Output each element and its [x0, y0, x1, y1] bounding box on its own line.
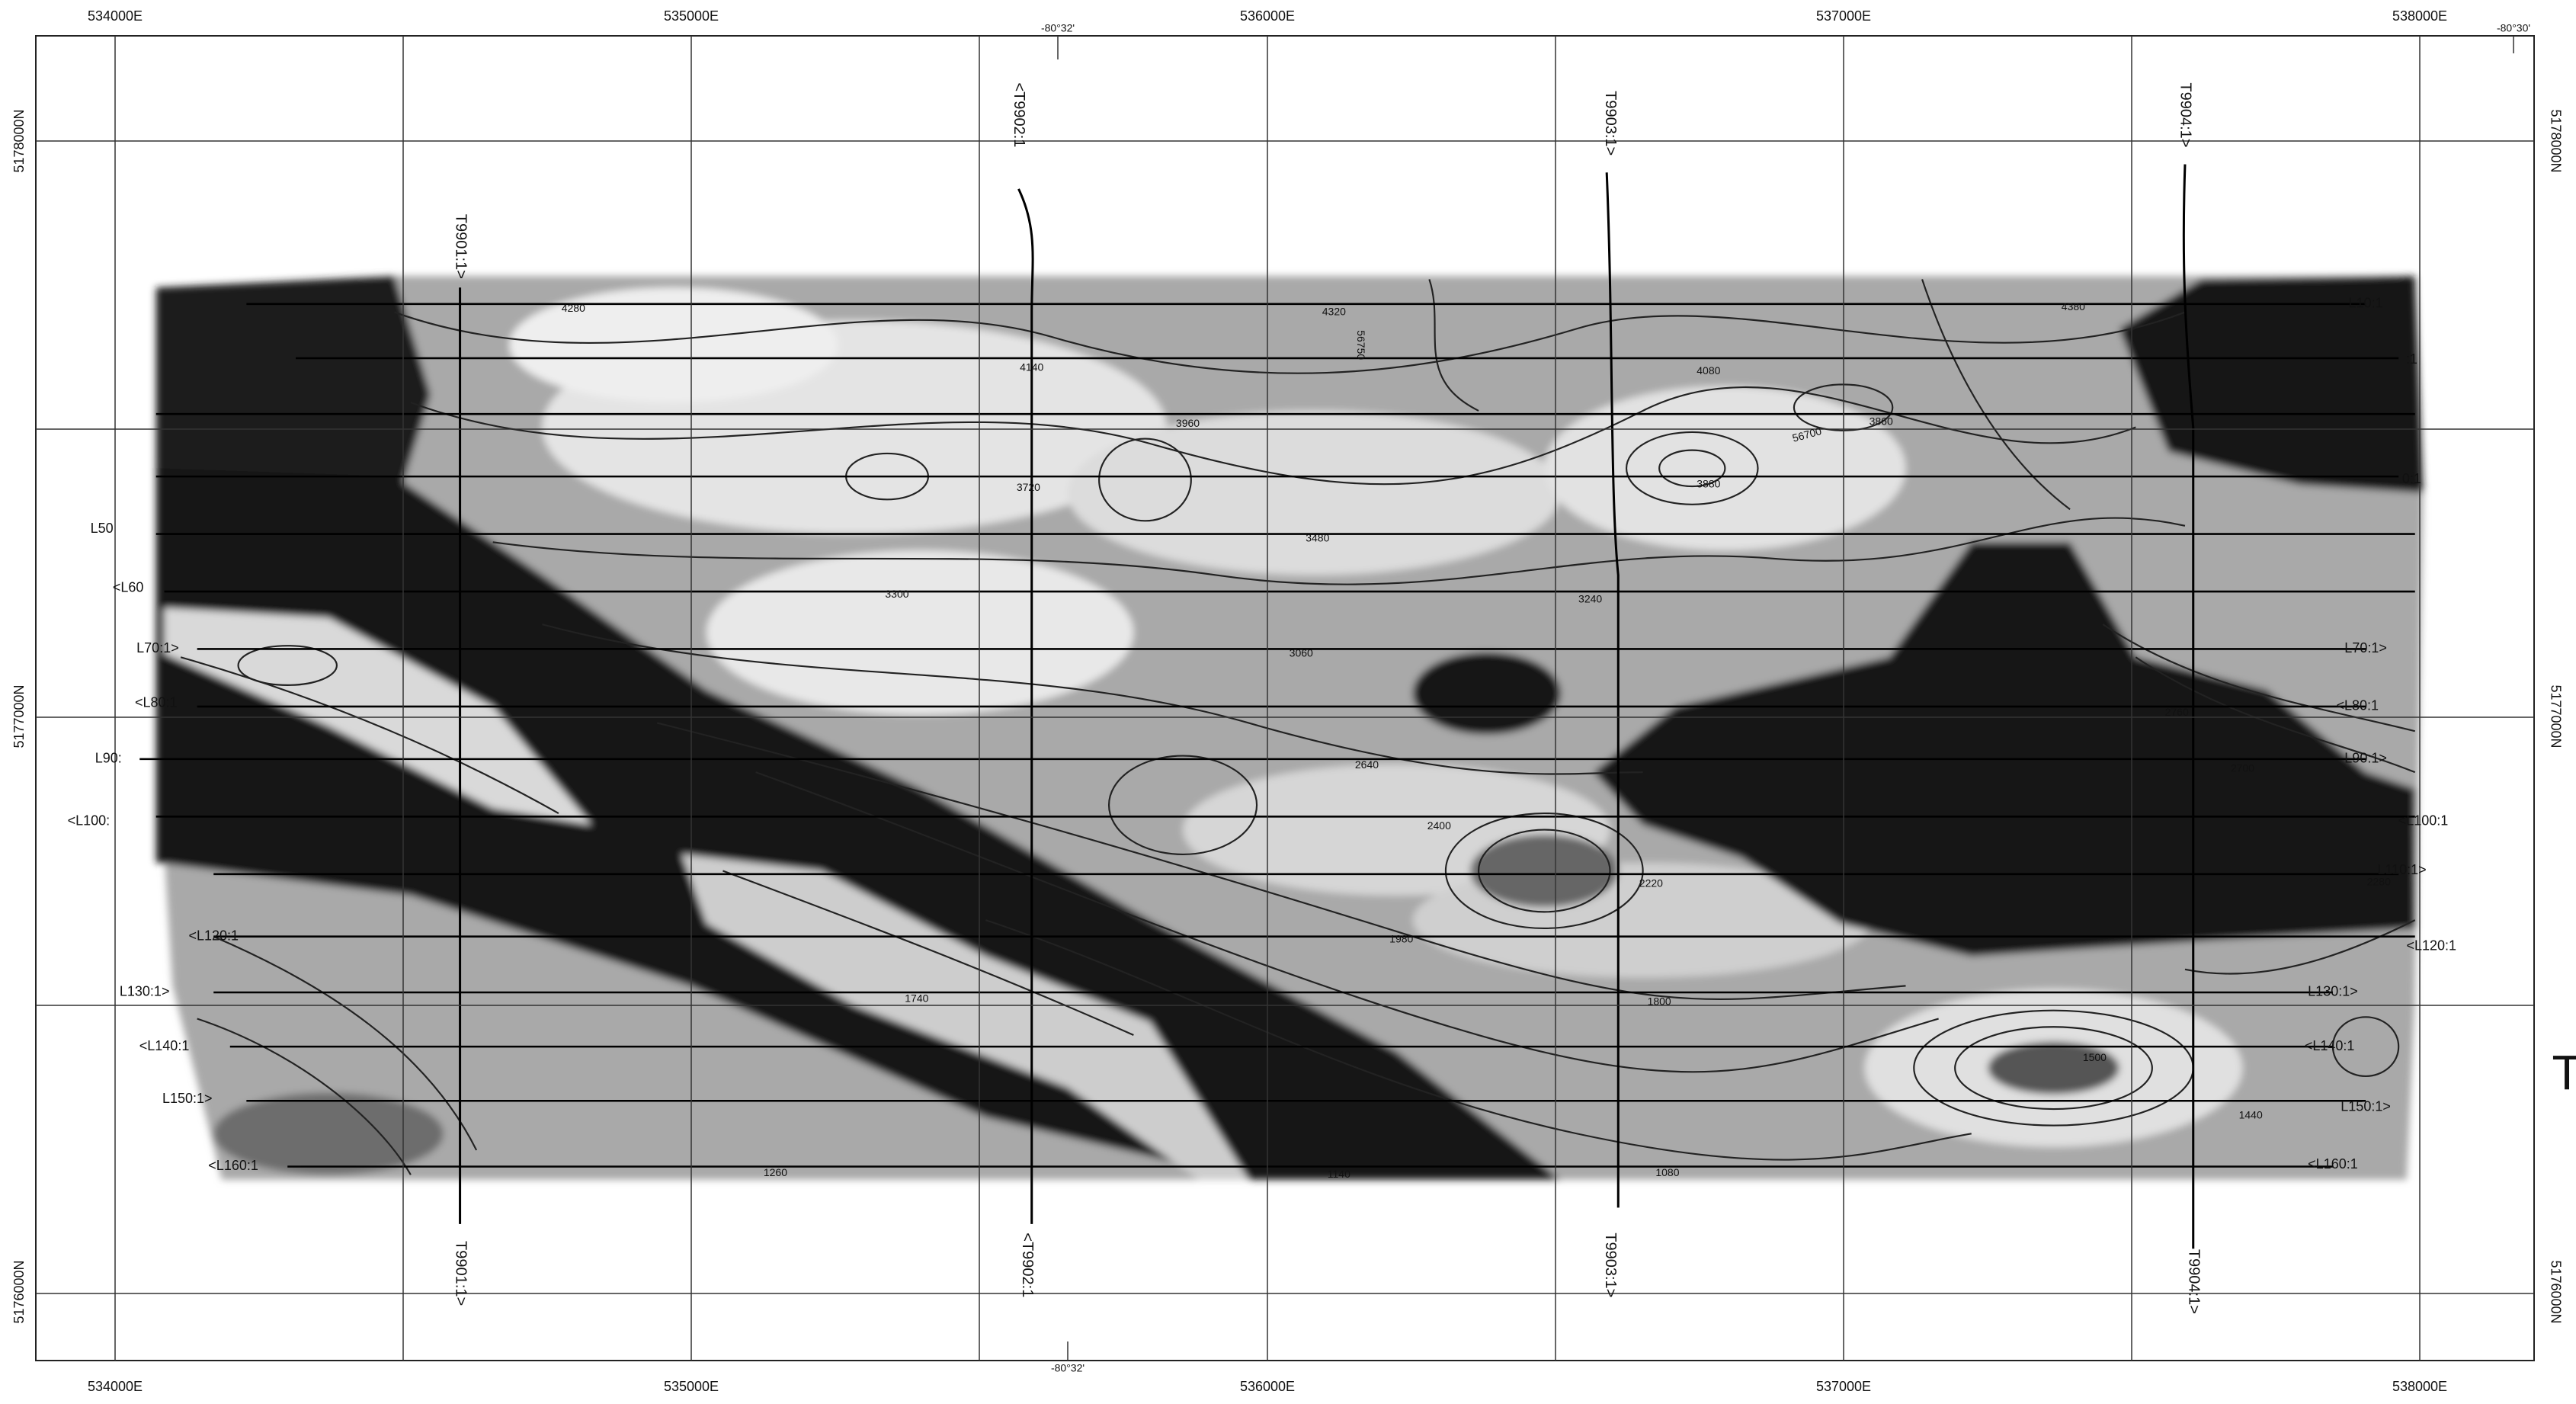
line-label: L50 — [91, 521, 114, 536]
contour-label: 3880 — [1697, 478, 1720, 490]
contour-label: 2760 — [2165, 706, 2189, 718]
contour-label: 1260 — [764, 1166, 787, 1178]
map: 534000E 534000E 535000E 535000E 536000E 53600… — [0, 0, 2576, 1404]
contour-label: 3480 — [1306, 532, 1329, 544]
contour-label: 3720 — [1017, 481, 1040, 493]
easting-label: 536000E — [1240, 1379, 1295, 1394]
line-label: L130:1> — [120, 984, 170, 999]
line-label: <L120:1 — [188, 928, 239, 943]
easting-label: 534000E — [88, 8, 143, 24]
contour-label: 4140 — [1020, 361, 1043, 373]
contour-label: 1440 — [2239, 1108, 2263, 1120]
longitude-label: -80°32' — [1051, 1362, 1085, 1374]
contour-label: 1740 — [905, 992, 928, 1004]
line-label: <L60 — [113, 579, 144, 595]
contour-label: 56750 — [1355, 330, 1367, 360]
contour-label: 2400 — [1427, 819, 1451, 832]
tie-line-label: <T9902:1 — [1019, 1233, 1036, 1297]
line-label: <L120:1 — [2407, 938, 2457, 953]
contour-label: 3860 — [1870, 415, 1893, 428]
contour-label: 1980 — [1389, 933, 1413, 945]
line-label: <L80:1 — [2337, 698, 2379, 713]
line-label: <L140:1 — [2305, 1038, 2355, 1053]
contour-label: 2700 — [2231, 762, 2254, 774]
tie-line-label: T9903:1> — [1602, 91, 1619, 155]
contour-label: 2280 — [2367, 875, 2391, 887]
easting-label: 537000E — [1816, 1379, 1871, 1394]
line-label: <L100: — [68, 813, 111, 829]
line-label: L10:1 — [2349, 296, 2383, 311]
line-label: <L160:1 — [208, 1158, 258, 1173]
line-label: L90: — [95, 751, 122, 766]
contour-label: 1080 — [1655, 1166, 1679, 1178]
edge-text: T — [2552, 1045, 2576, 1100]
line-label: L90:1> — [2344, 751, 2387, 766]
tie-line-label: <T9902:1 — [1011, 82, 1027, 147]
longitude-label: -80°30' — [2497, 22, 2530, 34]
easting-label: 535000E — [664, 1379, 719, 1394]
contour-label: 4320 — [1322, 305, 1346, 317]
survey-field — [139, 165, 2423, 1249]
contour-label: 1140 — [1328, 1168, 1350, 1180]
line-label: :1 — [2406, 351, 2417, 367]
northing-label: 5177000N — [11, 684, 27, 748]
line-label: L70:1> — [2344, 640, 2387, 656]
line-label: <L140:1 — [139, 1038, 190, 1053]
easting-label: 537000E — [1816, 8, 1871, 24]
tie-line-label: T9903:1> — [1602, 1233, 1619, 1297]
northing-label: 5178000N — [11, 109, 27, 172]
line-label: L130:1> — [2308, 984, 2358, 999]
northing-label: 5178000N — [2548, 109, 2563, 172]
contour-label: 3300 — [885, 588, 908, 600]
contour-label: 4080 — [1697, 364, 1720, 377]
contour-label: 1800 — [1648, 995, 1671, 1008]
easting-label: 536000E — [1240, 8, 1295, 24]
line-label: L70:1> — [136, 640, 179, 656]
tie-line-label: T9901:1> — [452, 1241, 469, 1306]
easting-label: 534000E — [88, 1379, 143, 1394]
easting-label: 535000E — [664, 8, 719, 24]
contour-label: 3960 — [1176, 417, 1200, 429]
easting-label: 538000E — [2392, 1379, 2447, 1394]
easting-label: 538000E — [2392, 8, 2447, 24]
contour-label: 3240 — [1578, 593, 1602, 605]
contour-label: 1500 — [2083, 1051, 2107, 1063]
tie-line-label: T9904:1> — [2185, 1249, 2202, 1314]
contour-label: 4380 — [2062, 300, 2085, 313]
line-label: L150:1> — [162, 1091, 213, 1106]
line-label: <L100:1 — [2398, 813, 2449, 829]
longitude-label: -80°32' — [1041, 22, 1075, 34]
page: {"map": { "eastings": ["534000E", "53500… — [0, 0, 2576, 1404]
line-label: <L80:1 — [135, 694, 178, 710]
contour-label: 4280 — [562, 302, 585, 314]
tie-line-label: T9901:1> — [452, 214, 469, 279]
contour-label: 2220 — [1639, 877, 1663, 889]
line-label: <L160:1 — [2308, 1156, 2358, 1172]
line-label: 0:1 — [2402, 471, 2421, 486]
line-label: L150:1> — [2341, 1099, 2391, 1114]
northing-label: 5176000N — [2548, 1260, 2563, 1323]
contour-label: 3060 — [1290, 647, 1313, 659]
contour-label: 2640 — [1355, 758, 1379, 771]
northing-label: 5177000N — [2548, 684, 2563, 748]
tie-line-label: T9904:1> — [2177, 82, 2194, 147]
northing-label: 5176000N — [11, 1260, 27, 1323]
